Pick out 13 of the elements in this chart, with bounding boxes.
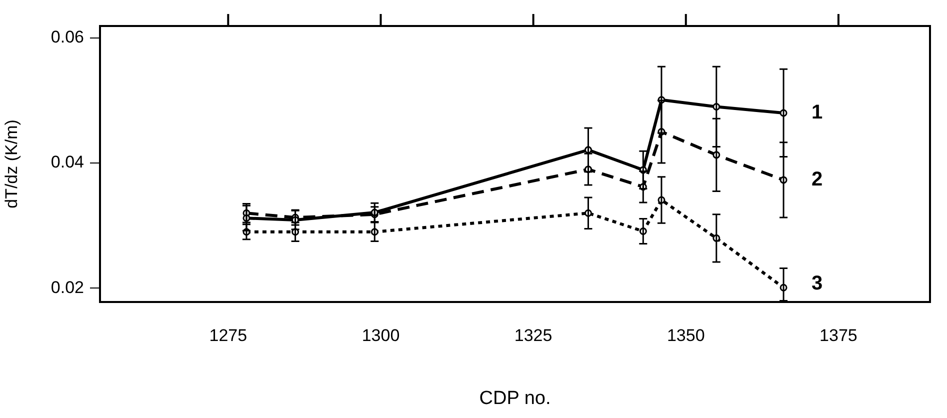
series-label: 1	[812, 102, 823, 124]
y-axis-title: dT/dz (K/m)	[2, 120, 21, 208]
series-label: 2	[812, 168, 823, 190]
x-tick-label: 1275	[209, 326, 248, 345]
x-tick-label: 1325	[514, 326, 552, 345]
x-axis-title: CDP no.	[479, 388, 551, 409]
y-tick-label: 0.04	[50, 152, 84, 172]
x-tick-label: 1375	[820, 326, 858, 345]
series-label: 3	[812, 272, 823, 295]
x-tick-label: 1300	[362, 326, 400, 345]
y-tick-label: 0.06	[50, 28, 84, 47]
y-tick-label: 0.02	[50, 278, 84, 297]
x-tick-label: 1350	[666, 326, 705, 345]
